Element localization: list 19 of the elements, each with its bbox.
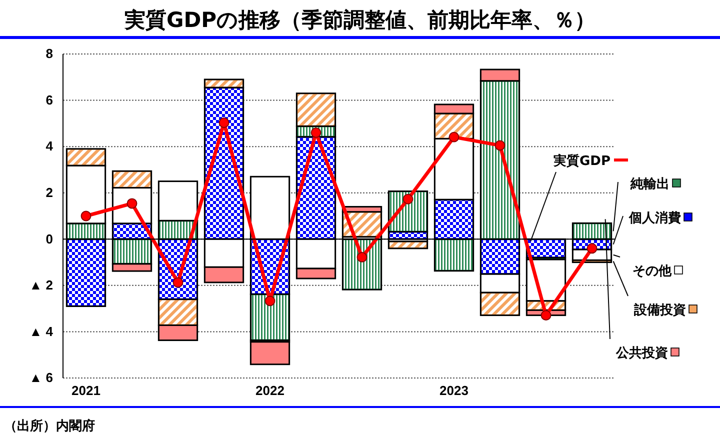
x-tick-label: 2021 [72,383,100,398]
legend-label: 個人消費 [628,211,681,226]
y-tick-label: ▲ 2 [29,278,53,293]
legend-label: 設備投資 [633,302,686,318]
y-tick-label: ▲ 4 [29,324,54,339]
y-tick-label: ▲ 6 [29,370,53,386]
x-tick-label: 2023 [440,383,468,398]
chart-title: 実質GDPの推移（季節調整値、前期比年率、％） [123,8,596,32]
y-tick-label: 4 [46,138,54,154]
x-tick-label: 2022 [256,383,284,398]
legend-label: その他 [632,264,672,279]
y-tick-label: 6 [46,92,53,108]
legend-label: 純輸出 [630,177,670,192]
legend-label: 実質GDP [552,153,610,169]
legend-label: 公共投資 [615,346,668,361]
y-tick-label: 2 [46,185,53,200]
text: （出所）内閣府 [4,418,95,434]
y-tick-label: 8 [46,46,53,62]
y-tick-label: 0 [46,231,53,246]
